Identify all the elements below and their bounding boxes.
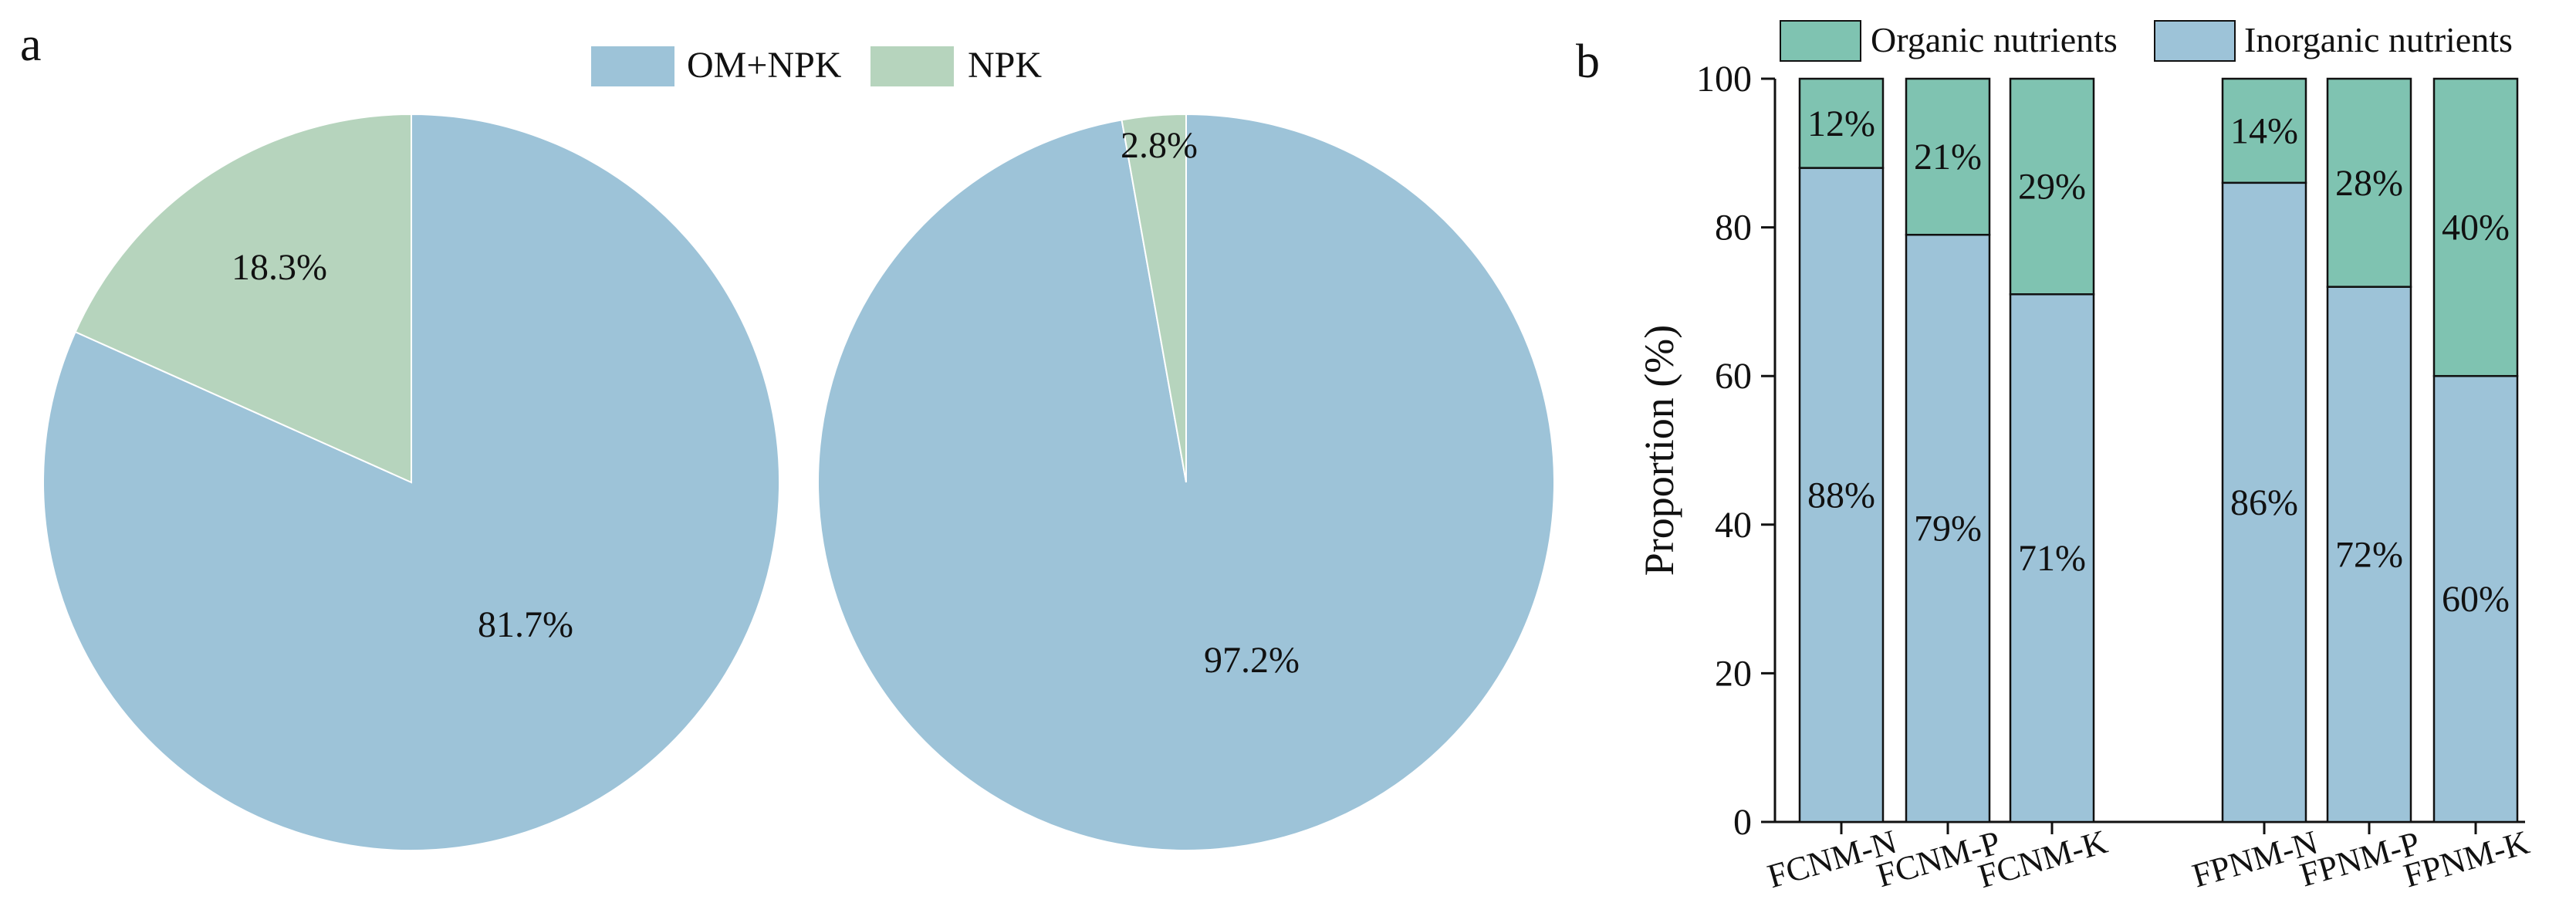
- bar-organic: [2221, 77, 2307, 184]
- bar-label-organic: 28%: [2335, 163, 2403, 204]
- bar-legend: Organic nutrients Inorganic nutrients: [1780, 20, 2513, 62]
- y-tick-label: 80: [1715, 208, 1752, 249]
- bar-label-inorganic: 60%: [2442, 579, 2510, 620]
- pie-1-label-npk: 18.3%: [232, 247, 327, 288]
- y-tick-label: 0: [1733, 802, 1752, 843]
- pie-2-slice-npk: [1121, 113, 1187, 483]
- bar-organic: [2326, 77, 2412, 288]
- bar-inorganic: [2326, 286, 2412, 823]
- pie-1-label-om-npk: 81.7%: [478, 604, 573, 645]
- bar-inorganic: [2009, 293, 2095, 823]
- x-tick-label: FPNM-K: [2399, 823, 2534, 895]
- bar-label-organic: 21%: [1914, 137, 1982, 178]
- bar-inorganic: [1798, 167, 1885, 823]
- bar-label-inorganic: 72%: [2335, 534, 2403, 575]
- bar-organic: [2009, 77, 2095, 296]
- bar-label-inorganic: 79%: [1914, 509, 1982, 549]
- bar-label-inorganic: 88%: [1807, 475, 1875, 516]
- pie-chart-right: 97.2% 2.8%: [817, 113, 1555, 851]
- bar-legend-swatch-inorganic: [2154, 20, 2236, 62]
- panel-b-label: b: [1576, 36, 1600, 88]
- bar-legend-label-organic: Organic nutrients: [1871, 20, 2118, 59]
- pie-2-label-npk: 2.8%: [1121, 125, 1198, 166]
- pie-1-slice-om-npk: [42, 113, 780, 851]
- panel-a-label: a: [20, 19, 42, 71]
- y-tick-label: 60: [1715, 356, 1752, 397]
- pie-legend-swatch-om-npk: [591, 46, 674, 86]
- pie-legend-label-npk: NPK: [968, 45, 1042, 86]
- pie-legend: OM+NPK NPK: [591, 45, 1042, 86]
- pie-legend-label-om-npk: OM+NPK: [687, 45, 842, 86]
- pie-legend-swatch-npk: [870, 46, 954, 86]
- bar-legend-swatch-organic: [1780, 20, 1861, 62]
- bar-label-organic: 14%: [2230, 110, 2298, 151]
- bar-inorganic: [2221, 181, 2307, 823]
- bar-label-organic: 29%: [2018, 167, 2086, 208]
- pie-1-slice-npk: [74, 113, 412, 484]
- bar-organic: [1905, 77, 1991, 236]
- bar-label-organic: 12%: [1807, 103, 1875, 144]
- y-tick-label: 40: [1715, 505, 1752, 546]
- y-tick-label: 20: [1715, 653, 1752, 694]
- y-axis-title: Proportion (%): [1636, 325, 1682, 576]
- y-tick-label: 100: [1696, 59, 1752, 100]
- bar-label-inorganic: 71%: [2018, 538, 2086, 579]
- bar-organic: [2432, 77, 2519, 377]
- pie-2-label-om-npk: 97.2%: [1204, 640, 1300, 681]
- bar-label-inorganic: 86%: [2230, 482, 2298, 523]
- bar-label-organic: 40%: [2442, 208, 2510, 249]
- bar-organic: [1798, 77, 1885, 169]
- pie-chart-left: 81.7% 18.3%: [42, 113, 780, 851]
- bar-legend-label-inorganic: Inorganic nutrients: [2244, 20, 2513, 59]
